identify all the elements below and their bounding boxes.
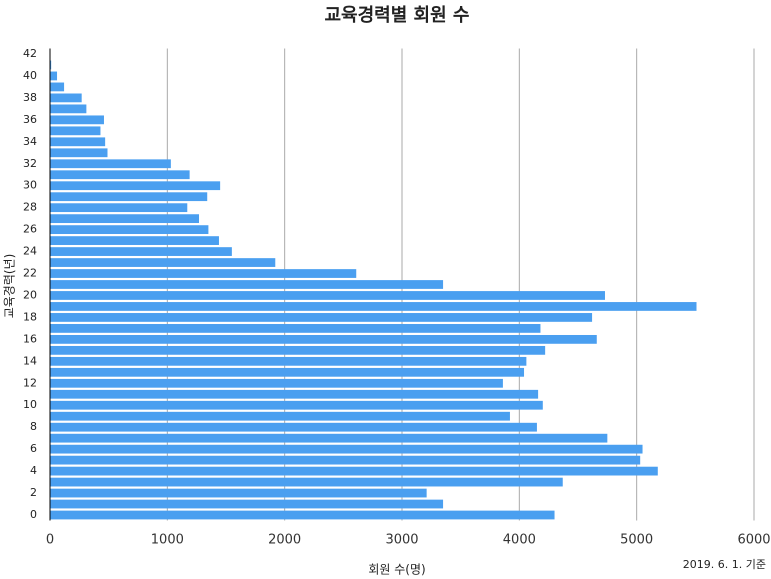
- y-tick-label: 40: [23, 69, 37, 82]
- bar: [50, 269, 357, 278]
- y-tick-label: 28: [23, 201, 37, 214]
- y-tick-label: 12: [23, 376, 37, 389]
- y-tick-label: 16: [23, 332, 37, 345]
- x-tick-label: 6000: [737, 533, 770, 548]
- x-axis-label: 회원 수(명): [368, 563, 425, 577]
- bar: [50, 181, 221, 191]
- y-tick-label: 18: [23, 310, 37, 323]
- bar: [50, 466, 658, 476]
- bar: [50, 170, 190, 180]
- bar: [50, 280, 444, 289]
- y-tick-label: 34: [23, 135, 37, 148]
- y-tick-label: 0: [30, 508, 37, 521]
- y-tick-label: 20: [23, 288, 37, 301]
- bar: [50, 510, 555, 520]
- y-tick-label: 36: [23, 113, 37, 126]
- y-tick-label: 38: [23, 91, 37, 104]
- bar: [50, 302, 697, 311]
- bar: [50, 137, 106, 147]
- y-tick-label: 32: [23, 157, 37, 170]
- bar: [50, 291, 605, 300]
- bar: [50, 367, 525, 377]
- bar: [50, 71, 58, 81]
- y-tick-label: 26: [23, 223, 37, 236]
- x-tick-label: 1000: [151, 533, 184, 548]
- y-tick-label: 24: [23, 245, 37, 258]
- bar: [50, 422, 537, 432]
- bar: [50, 345, 546, 355]
- x-tick-label: 3000: [385, 533, 418, 548]
- bar: [50, 378, 503, 388]
- x-tick-label: 2000: [268, 533, 301, 548]
- x-tick-label: 4000: [503, 533, 536, 548]
- bar: [50, 214, 200, 224]
- bar: [50, 488, 427, 498]
- bar: [50, 115, 104, 125]
- bar: [50, 203, 188, 213]
- y-axis-label: 교육경력(년): [3, 254, 17, 319]
- bar: [50, 444, 643, 454]
- bar: [50, 324, 541, 333]
- bar: [50, 60, 52, 70]
- bar: [50, 313, 593, 322]
- bar: [50, 225, 209, 235]
- y-tick-label: 4: [30, 464, 37, 477]
- bar: [50, 159, 171, 169]
- y-tick-label: 8: [30, 420, 37, 433]
- bar: [50, 455, 641, 465]
- y-tick-label: 10: [23, 398, 37, 411]
- x-tick-label: 0: [46, 533, 54, 548]
- bar: [50, 433, 608, 443]
- bar: [50, 82, 65, 92]
- bar: [50, 104, 87, 114]
- bar: [50, 499, 444, 509]
- bar: [50, 334, 597, 344]
- bar: [50, 192, 208, 202]
- bar: [50, 411, 510, 421]
- y-tick-label: 22: [23, 267, 37, 280]
- bar: [50, 477, 563, 487]
- y-tick-label: 30: [23, 179, 37, 192]
- y-tick-label: 6: [30, 442, 37, 455]
- bar: [50, 400, 543, 410]
- bar: [50, 126, 101, 136]
- y-tick-label: 2: [30, 486, 37, 499]
- y-tick-label: 14: [23, 354, 37, 367]
- chart-title: 교육경력별 회원 수: [324, 5, 469, 26]
- bar: [50, 148, 108, 158]
- bar: [50, 247, 232, 256]
- x-tick-label: 5000: [620, 533, 653, 548]
- bar: [50, 93, 82, 103]
- bar: [50, 356, 527, 366]
- bar: [50, 258, 276, 267]
- bar: [50, 389, 539, 399]
- bar: [50, 236, 219, 245]
- y-tick-label: 42: [23, 47, 37, 60]
- note: 2019. 6. 1. 기준: [683, 558, 766, 571]
